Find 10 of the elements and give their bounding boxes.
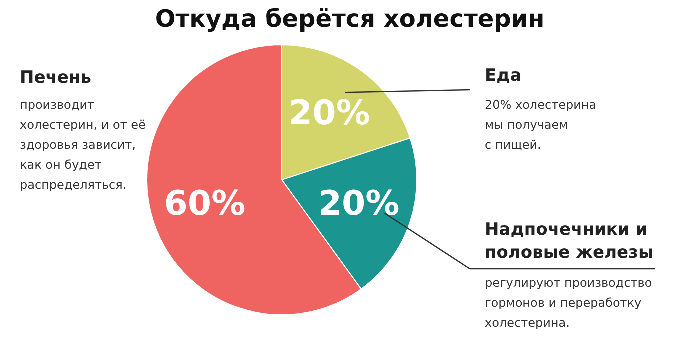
text: 20% холестерина мы получаем с пищей. (485, 98, 597, 152)
slice-label: Печень (20, 68, 92, 88)
slice-label: Надпочечники и половые железы (485, 220, 654, 263)
data-label: 60% (164, 184, 246, 224)
data-label: 20% (288, 93, 370, 134)
text: производит холестерин, и от её здоровья зависит, как он будет распределяться. (20, 98, 146, 192)
slice-label: Еда (485, 66, 522, 86)
text: регулируют производство гормонов и переработку холестерина. (485, 276, 652, 330)
data-label: 20% (318, 184, 400, 224)
chart-title: Откуда берётся холестерин (155, 5, 545, 33)
